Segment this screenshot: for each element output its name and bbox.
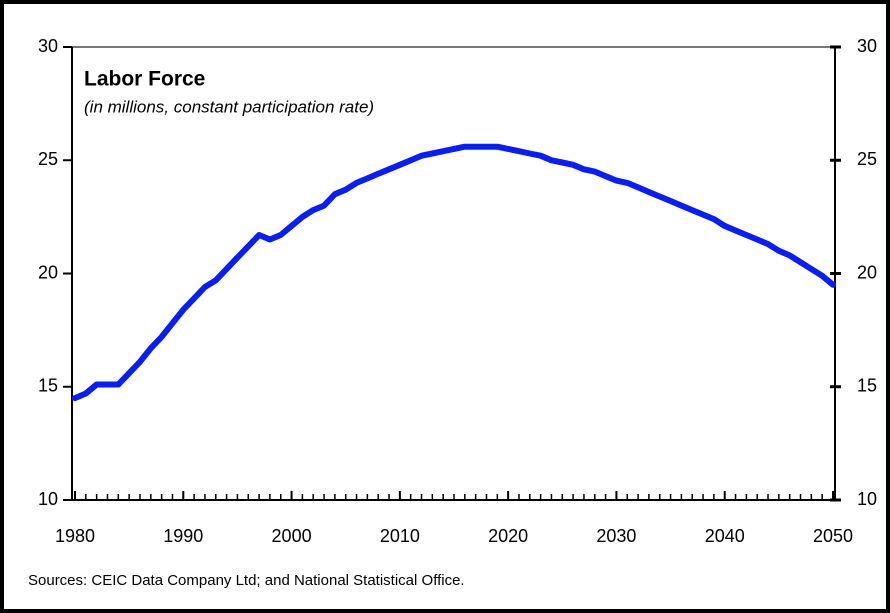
x-tick-label: 1990 bbox=[163, 526, 203, 546]
chart-subtitle: (in millions, constant participation rat… bbox=[84, 97, 374, 116]
y2-tick-label: 10 bbox=[857, 489, 877, 509]
y2-tick-label: 25 bbox=[857, 149, 877, 169]
y-tick-label: 30 bbox=[38, 36, 58, 56]
x-tick-label: 2020 bbox=[488, 526, 528, 546]
x-tick-label: 2030 bbox=[596, 526, 636, 546]
data-line bbox=[72, 143, 836, 402]
x-tick-label: 1980 bbox=[55, 526, 95, 546]
y-tick-label: 10 bbox=[38, 489, 58, 509]
y2-tick-label: 30 bbox=[857, 36, 877, 56]
y-tick-label: 20 bbox=[38, 262, 58, 282]
y2-tick-label: 15 bbox=[857, 376, 877, 396]
x-tick-label: 2010 bbox=[380, 526, 420, 546]
y-tick-label: 25 bbox=[38, 149, 58, 169]
y2-tick-label: 20 bbox=[857, 262, 877, 282]
y-tick-label: 15 bbox=[38, 376, 58, 396]
chart-title: Labor Force bbox=[84, 68, 205, 91]
source-note: Sources: CEIC Data Company Ltd; and Nati… bbox=[28, 572, 465, 589]
x-tick-label: 2040 bbox=[705, 526, 745, 546]
x-tick-label: 2000 bbox=[272, 526, 312, 546]
x-tick-label: 2050 bbox=[813, 526, 853, 546]
